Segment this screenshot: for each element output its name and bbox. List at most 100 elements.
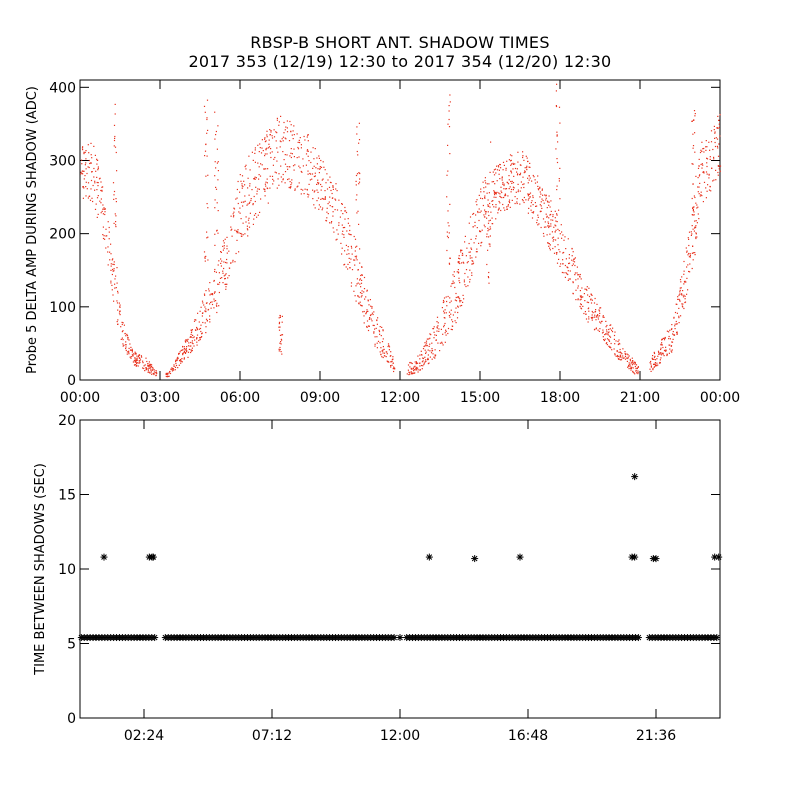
amplitude-point [146, 360, 148, 363]
amplitude-point [361, 279, 363, 281]
amplitude-point [383, 348, 385, 350]
amplitude-point [467, 285, 469, 287]
amplitude-point [138, 354, 141, 356]
amplitude-point [689, 271, 691, 273]
amplitude-point [447, 170, 449, 172]
amplitude-point [448, 110, 450, 112]
amplitude-point [224, 283, 226, 285]
amplitude-point [390, 366, 392, 368]
amplitude-point [457, 296, 460, 298]
amplitude-point [138, 360, 141, 362]
amplitude-point [255, 186, 257, 188]
amplitude-point [217, 170, 219, 172]
amplitude-point [468, 242, 470, 245]
amplitude-point [422, 357, 424, 359]
amplitude-point [467, 276, 469, 278]
amplitude-point [469, 251, 471, 253]
amplitude-point [611, 331, 614, 333]
amplitude-point [277, 178, 279, 180]
amplitude-point [240, 180, 242, 182]
amplitude-point [529, 196, 531, 198]
amplitude-point [475, 201, 477, 203]
amplitude-point [676, 331, 678, 334]
amplitude-point [709, 158, 711, 160]
amplitude-point [211, 301, 213, 303]
amplitude-point [505, 169, 507, 171]
amplitude-point [654, 355, 656, 357]
amplitude-point [186, 350, 188, 352]
amplitude-point [577, 299, 579, 301]
amplitude-point [459, 258, 461, 260]
amplitude-point [683, 281, 686, 283]
amplitude-point [226, 258, 228, 261]
amplitude-point [521, 199, 524, 201]
amplitude-point [148, 367, 150, 369]
y-tick-label: 200 [49, 227, 76, 243]
amplitude-point [278, 329, 281, 331]
amplitude-point [508, 175, 510, 177]
amplitude-point [316, 163, 318, 165]
amplitude-point [200, 306, 202, 308]
amplitude-point [605, 320, 607, 322]
amplitude-point [85, 181, 87, 183]
amplitude-point [447, 295, 449, 298]
amplitude-point [147, 365, 149, 367]
amplitude-point [452, 280, 454, 282]
amplitude-point [178, 353, 180, 355]
amplitude-point [281, 334, 284, 336]
amplitude-point [100, 202, 102, 204]
amplitude-point [614, 354, 616, 356]
amplitude-point [309, 179, 311, 181]
amplitude-point [661, 352, 663, 354]
amplitude-point [506, 208, 508, 210]
amplitude-point [477, 210, 479, 213]
interval-point [631, 473, 639, 481]
amplitude-point [367, 325, 370, 327]
amplitude-point [112, 182, 115, 184]
amplitude-point [347, 268, 349, 270]
amplitude-point [491, 200, 493, 202]
amplitude-point [296, 157, 298, 159]
amplitude-point [576, 272, 578, 274]
amplitude-point [286, 154, 288, 156]
amplitude-point [297, 141, 299, 143]
amplitude-point [582, 305, 584, 307]
amplitude-point [579, 290, 581, 292]
amplitude-point [214, 161, 216, 163]
amplitude-point [416, 362, 418, 364]
amplitude-point [84, 164, 86, 166]
amplitude-point [617, 356, 619, 358]
amplitude-point [568, 262, 570, 265]
amplitude-point [199, 337, 201, 339]
y-tick-label: 300 [49, 153, 76, 169]
amplitude-point [692, 133, 694, 135]
amplitude-point [393, 367, 396, 369]
amplitude-point [619, 343, 621, 345]
amplitude-point [276, 147, 278, 149]
x-tick-label: 02:24 [124, 728, 164, 744]
amplitude-point [429, 343, 431, 345]
amplitude-point [264, 155, 266, 157]
amplitude-point [489, 245, 491, 247]
amplitude-point [231, 228, 233, 230]
amplitude-point [706, 158, 709, 160]
amplitude-point [338, 222, 340, 224]
amplitude-point [693, 195, 695, 197]
amplitude-point [333, 231, 335, 233]
amplitude-point [586, 301, 588, 303]
amplitude-point [688, 244, 690, 247]
amplitude-point [216, 311, 218, 314]
amplitude-point [260, 163, 262, 165]
amplitude-point [387, 361, 389, 363]
amplitude-point [173, 365, 175, 367]
amplitude-point [175, 359, 177, 361]
amplitude-point [244, 233, 246, 235]
amplitude-point [706, 146, 708, 148]
amplitude-point [501, 177, 503, 179]
amplitude-point [541, 207, 543, 209]
amplitude-point [618, 351, 620, 353]
amplitude-point [611, 349, 613, 351]
amplitude-point [300, 188, 302, 190]
amplitude-point [250, 198, 252, 200]
